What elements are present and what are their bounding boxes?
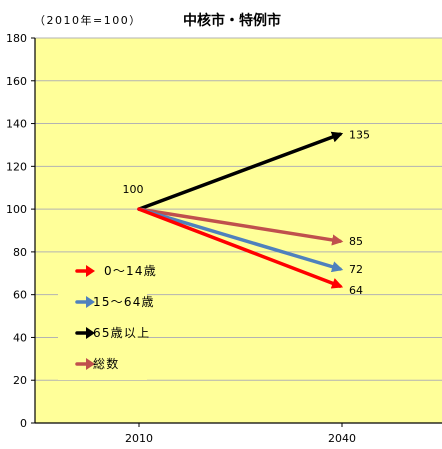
data-labels: 100 64 72 135 85 bbox=[123, 128, 371, 297]
y-tick-label-60: 60 bbox=[13, 289, 27, 302]
y-tick-label-180: 180 bbox=[6, 32, 27, 45]
legend-box bbox=[58, 254, 147, 380]
y-tick-label-100: 100 bbox=[6, 203, 27, 216]
x-tick-label-0: 2010 bbox=[125, 432, 153, 445]
y-tick-label-0: 0 bbox=[20, 417, 27, 430]
y-tick-label-140: 140 bbox=[6, 118, 27, 131]
end-value-label-0: 64 bbox=[349, 284, 363, 297]
y-tick-label-20: 20 bbox=[13, 374, 27, 387]
end-value-label-1: 72 bbox=[349, 263, 363, 276]
legend-label-0: 0～14歳 bbox=[104, 264, 157, 278]
chart-title: 中核市・特例市 bbox=[183, 12, 281, 29]
end-value-label-2: 135 bbox=[349, 128, 370, 141]
y-tick-label-120: 120 bbox=[6, 160, 27, 173]
y-tick-label-40: 40 bbox=[13, 331, 27, 344]
series-lines bbox=[137, 131, 344, 289]
series-line-2 bbox=[137, 131, 344, 211]
legend-label-1: 15～64歳 bbox=[93, 295, 155, 309]
legend-arrow-3 bbox=[86, 358, 95, 370]
legend-arrow-1 bbox=[86, 296, 95, 308]
legend-arrow-0 bbox=[86, 265, 95, 277]
x-tick-label-1: 2040 bbox=[328, 432, 356, 445]
series-line-0 bbox=[137, 207, 344, 289]
axes bbox=[34, 38, 442, 424]
legend-arrow-2 bbox=[86, 327, 95, 339]
series-line-1 bbox=[137, 207, 344, 273]
y-tick-labels: 0 20 40 60 80 100 120 140 160 180 bbox=[6, 32, 27, 430]
chart-subtitle: （2010年=100） bbox=[34, 13, 142, 27]
series-line-3 bbox=[137, 207, 344, 246]
y-tick-label-160: 160 bbox=[6, 75, 27, 88]
legend-label-3: 総数 bbox=[93, 356, 119, 371]
legend-label-2: 65歳以上 bbox=[93, 326, 150, 340]
gridlines bbox=[31, 37, 442, 424]
x-tick-labels: 2010 2040 bbox=[125, 423, 356, 445]
end-value-label-3: 85 bbox=[349, 235, 363, 248]
start-value-label: 100 bbox=[123, 183, 144, 196]
y-tick-label-80: 80 bbox=[13, 246, 27, 259]
